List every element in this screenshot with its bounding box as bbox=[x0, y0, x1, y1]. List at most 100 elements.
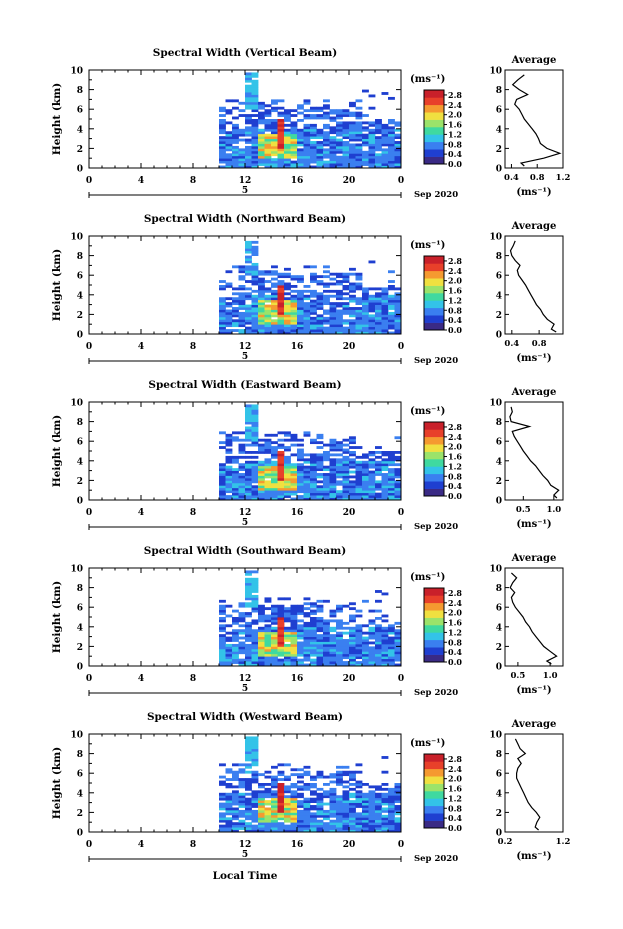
heatmap-cell bbox=[245, 92, 252, 95]
heatmap-cell bbox=[284, 267, 291, 271]
heatmap-cell bbox=[271, 614, 278, 618]
heatmap-cell bbox=[375, 292, 382, 296]
heatmap-cell bbox=[290, 612, 298, 615]
heatmap-cell bbox=[225, 658, 233, 662]
heatmap-cell bbox=[245, 96, 252, 100]
heatmap-cell bbox=[394, 785, 402, 789]
heatmap-cell bbox=[238, 443, 246, 447]
heatmap-cell bbox=[355, 285, 363, 288]
heatmap-cell bbox=[271, 314, 278, 318]
heatmap-cell bbox=[336, 448, 343, 452]
heatmap-cell bbox=[232, 329, 239, 332]
heatmap-cell bbox=[251, 158, 259, 162]
heatmap-cell bbox=[336, 289, 343, 293]
heatmap-cell bbox=[336, 316, 343, 320]
heatmap-cell bbox=[225, 643, 233, 647]
heatmap-cell bbox=[258, 822, 265, 826]
heatmap-cell bbox=[336, 636, 343, 640]
heatmap-cell bbox=[277, 614, 285, 618]
heatmap-cell bbox=[290, 165, 298, 169]
heatmap-cell bbox=[251, 314, 259, 318]
heatmap-cell bbox=[271, 795, 278, 799]
heatmap-cell bbox=[271, 780, 278, 784]
heatmap-cell bbox=[316, 809, 324, 813]
heatmap-cell bbox=[264, 790, 272, 794]
heatmap-cell bbox=[284, 812, 291, 816]
heatmap-cell bbox=[329, 282, 337, 286]
heatmap-cell bbox=[277, 653, 285, 657]
heatmap-cell bbox=[368, 485, 376, 489]
heatmap-cell bbox=[394, 324, 402, 328]
heatmap-cell bbox=[232, 495, 239, 498]
heatmap-cell bbox=[264, 648, 272, 652]
heatmap-cell bbox=[245, 309, 252, 313]
heatmap-cell bbox=[303, 141, 311, 144]
heatmap-cell bbox=[271, 800, 278, 803]
heatmap-cell bbox=[264, 331, 272, 335]
heatmap-cell bbox=[232, 116, 239, 120]
heatmap-cell bbox=[342, 477, 350, 481]
heatmap-cell bbox=[381, 814, 389, 818]
heatmap-cell bbox=[245, 165, 252, 169]
heatmap-cell bbox=[375, 643, 382, 647]
heatmap-cell bbox=[290, 131, 298, 135]
heatmap-cell bbox=[329, 443, 337, 447]
heatmap-cell bbox=[310, 797, 317, 801]
heatmap-cell bbox=[303, 133, 311, 137]
heatmap-cell bbox=[284, 116, 291, 120]
heatmap-cell bbox=[219, 492, 226, 496]
heatmap-cell bbox=[362, 490, 369, 494]
heatmap-cell bbox=[264, 314, 272, 318]
heatmap-cell bbox=[264, 631, 272, 635]
heatmap-cell bbox=[297, 651, 304, 655]
heatmap-cell bbox=[303, 653, 311, 657]
heatmap-cell bbox=[290, 126, 298, 130]
heatmap-cell bbox=[277, 155, 285, 159]
heatmap-cell bbox=[225, 480, 233, 484]
heatmap-cell bbox=[238, 480, 246, 484]
heatmap-cell bbox=[375, 128, 382, 132]
heatmap-cell bbox=[251, 316, 259, 320]
colorbar-segment bbox=[424, 104, 444, 113]
heatmap-cell bbox=[251, 163, 259, 166]
heatmap-cell bbox=[381, 653, 389, 657]
heatmap-cell bbox=[388, 663, 395, 667]
heatmap-cell bbox=[264, 133, 272, 137]
heatmap-cell bbox=[316, 485, 324, 489]
heatmap-cell bbox=[349, 155, 356, 159]
heatmap-cell bbox=[290, 812, 298, 816]
heatmap-cell bbox=[290, 490, 298, 494]
heatmap-cell bbox=[303, 621, 311, 625]
heatmap-cell bbox=[245, 436, 252, 440]
y-tick-label: 10 bbox=[70, 565, 83, 575]
heatmap-cell bbox=[336, 802, 343, 806]
heatmap-cell bbox=[303, 143, 311, 147]
heatmap-cell bbox=[368, 136, 376, 139]
heatmap-cell bbox=[251, 797, 259, 801]
heatmap-cell bbox=[271, 829, 278, 833]
heatmap-cell bbox=[271, 658, 278, 662]
heatmap-cell bbox=[271, 822, 278, 826]
heatmap-cell bbox=[368, 470, 376, 474]
heatmap-cell bbox=[264, 653, 272, 657]
heatmap-cell bbox=[284, 150, 291, 154]
heatmap-cell bbox=[394, 787, 402, 791]
heatmap-cell bbox=[225, 490, 233, 494]
heatmap-cell bbox=[394, 321, 402, 325]
heatmap-cell bbox=[355, 770, 363, 774]
heatmap-cell bbox=[245, 477, 252, 481]
heatmap-cell bbox=[388, 163, 395, 166]
heatmap-cell bbox=[284, 165, 291, 169]
heatmap-cell bbox=[238, 109, 246, 113]
heatmap-cell bbox=[225, 636, 233, 640]
colorbar-segment bbox=[424, 422, 444, 430]
heatmap-cell bbox=[284, 485, 291, 489]
heatmap-cell bbox=[388, 297, 395, 301]
heatmap-cell bbox=[303, 302, 311, 305]
heatmap-cell bbox=[225, 468, 233, 471]
heatmap-cell bbox=[258, 272, 265, 276]
heatmap-cell bbox=[297, 473, 304, 476]
heatmap-cell bbox=[225, 138, 233, 142]
heatmap-cell bbox=[258, 663, 265, 667]
colorbar-tick-label: 0.0 bbox=[448, 325, 462, 335]
